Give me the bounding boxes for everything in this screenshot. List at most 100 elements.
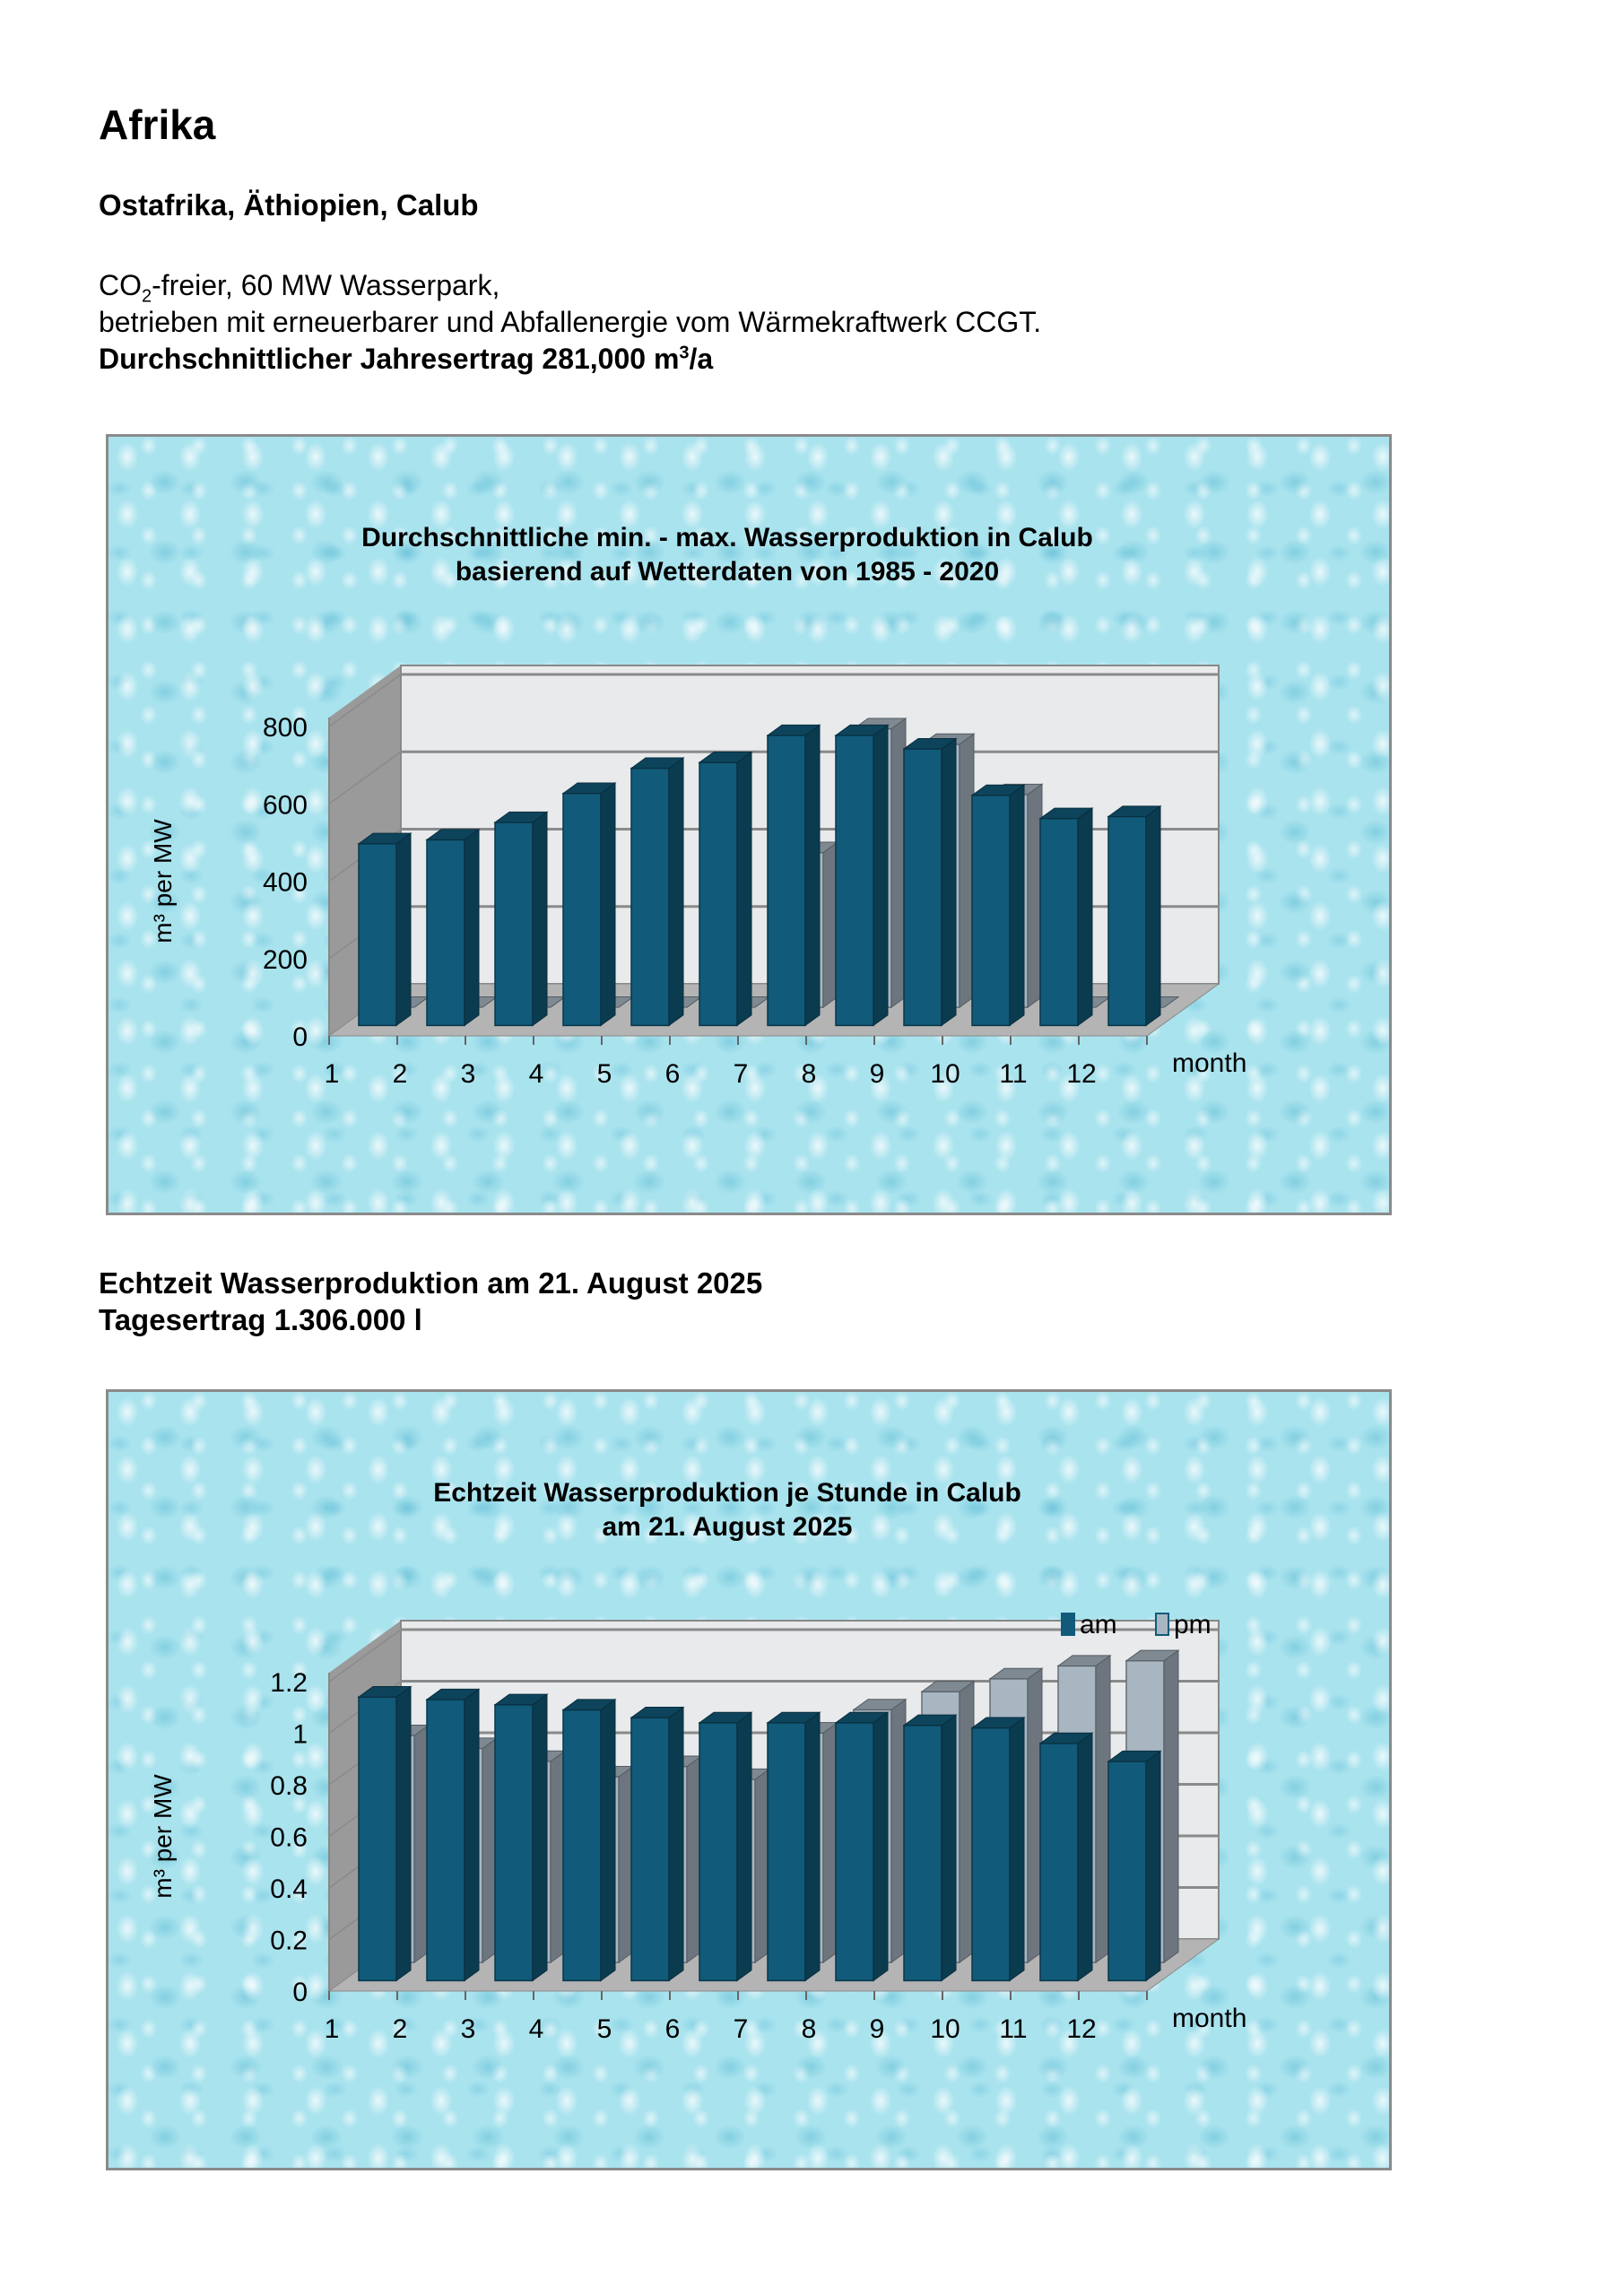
bar-top-face — [1056, 1655, 1112, 1666]
annual-yield-text: Durchschnittlicher Jahresertrag 281,000 … — [99, 343, 680, 375]
bar-front-face — [494, 1704, 534, 1982]
x-axis-label: month — [1172, 1048, 1246, 1078]
chart-title-line: Durchschnittliche min. - max. Wasserprod… — [361, 523, 1093, 552]
y-axis-label: m³ per MW — [149, 1774, 177, 1899]
bar-max-3 — [493, 811, 549, 1027]
bar-side-face — [464, 828, 480, 1027]
bar-front-face — [835, 735, 874, 1027]
bar-top-face — [493, 1693, 549, 1706]
x-tick-label: 11 — [999, 2014, 1027, 2044]
x-tick-label: 8 — [802, 1059, 817, 1089]
bar-top-face — [970, 784, 1026, 796]
x-tick-label: 7 — [734, 2014, 749, 2044]
x-tick-label: 6 — [665, 2014, 681, 2044]
bar-max-12 — [1107, 804, 1162, 1027]
bar-front-face — [699, 761, 738, 1027]
bar-am-11 — [1038, 1732, 1094, 1982]
bar-side-face — [668, 1706, 684, 1982]
y-tick-label: 200 — [263, 945, 308, 975]
bar-front-face — [835, 1722, 874, 1982]
bar-side-face — [1163, 1649, 1179, 1964]
annual-yield-unit: /a — [689, 343, 714, 375]
bar-am-12 — [1107, 1750, 1162, 1982]
bar-side-face — [600, 1698, 616, 1982]
y-axis-label: m³ per MW — [149, 819, 177, 944]
bar-side-face — [395, 1685, 412, 1982]
bar-am-6 — [698, 1711, 753, 1982]
bar-side-face — [532, 811, 548, 1027]
description-line-2: betrieben mit erneuerbarer und Abfallene… — [99, 306, 1042, 338]
bar-max-1 — [357, 832, 413, 1027]
y-tick-label: 0 — [292, 1022, 308, 1052]
bar-top-face — [561, 782, 617, 795]
x-tick-label: 4 — [529, 1059, 544, 1089]
bar-am-1 — [357, 1685, 413, 1982]
y-tick-label: 0.4 — [270, 1874, 308, 1904]
bar-max-6 — [698, 751, 753, 1027]
bar-max-11 — [1038, 807, 1094, 1027]
bar-top-face — [1125, 1649, 1180, 1662]
x-tick-label: 8 — [802, 2014, 817, 2044]
bar-top-face — [970, 1717, 1026, 1729]
bar-top-face — [852, 1699, 908, 1710]
bar-front-face — [767, 1722, 806, 1982]
x-tick-label: 5 — [597, 2014, 612, 2044]
bar-side-face — [804, 1711, 821, 1982]
bar-top-face — [630, 1707, 685, 1718]
bar-am-5 — [630, 1706, 685, 1982]
chart-title-line: am 21. August 2025 — [602, 1512, 852, 1542]
side-gridline — [328, 751, 402, 804]
x-tick-label: 12 — [1066, 2014, 1096, 2044]
bar-side-face — [1009, 1717, 1025, 1982]
daily-yield: Tagesertrag 1.306.000 l — [99, 1303, 422, 1336]
bar-side-face — [1145, 804, 1161, 1027]
bar-side-face — [532, 1693, 548, 1982]
chart-svg: Durchschnittliche min. - max. Wasserprod… — [149, 523, 1246, 1089]
chart-svg: Echtzeit Wasserproduktion je Stunde in C… — [149, 1478, 1246, 2044]
y-tick-label: 1.2 — [270, 1668, 308, 1698]
bar-front-face — [767, 735, 806, 1027]
y-tick-label: 1 — [292, 1720, 308, 1750]
y-tick-label: 0.6 — [270, 1823, 308, 1853]
y-tick-label: 0.2 — [270, 1926, 308, 1956]
bar-top-face — [698, 1711, 753, 1724]
page-title: Afrika — [99, 101, 216, 148]
bar-max-9 — [902, 737, 958, 1027]
bar-top-face — [834, 724, 890, 736]
y-tick-label: 400 — [263, 868, 308, 898]
x-tick-label: 7 — [734, 1059, 749, 1089]
bar-max-7 — [766, 724, 821, 1027]
bar-top-face — [902, 737, 958, 750]
bar-top-face — [1038, 807, 1094, 820]
bar-front-face — [1107, 1761, 1147, 1982]
bar-side-face — [804, 724, 821, 1027]
location-subtitle: Ostafrika, Äthiopien, Calub — [99, 188, 479, 222]
side-gridline — [328, 674, 402, 727]
bar-am-3 — [493, 1693, 549, 1982]
bar-top-face — [902, 1714, 958, 1726]
bar-max-4 — [561, 782, 617, 1027]
bar-front-face — [971, 795, 1011, 1027]
bar-side-face — [395, 832, 412, 1027]
bar-side-face — [941, 737, 957, 1027]
bar-front-face — [358, 842, 397, 1027]
realtime-production-chart: Echtzeit Wasserproduktion je Stunde in C… — [106, 1389, 1392, 2170]
bar-front-face — [1107, 815, 1147, 1027]
side-gridline — [328, 1629, 402, 1683]
bar-am-9 — [902, 1714, 958, 1982]
x-tick-label: 5 — [597, 1059, 612, 1089]
bar-front-face — [1039, 817, 1079, 1027]
x-tick-label: 2 — [393, 1059, 408, 1089]
bar-top-face — [1107, 805, 1162, 818]
bar-top-face — [834, 1711, 890, 1724]
annual-yield: Durchschnittlicher Jahresertrag 281,000 … — [99, 343, 713, 376]
y-tick-label: 0 — [292, 1978, 308, 2007]
bar-top-face — [493, 811, 549, 823]
bar-am-2 — [425, 1688, 481, 1982]
bar-max-10 — [970, 784, 1026, 1027]
x-tick-label: 6 — [665, 1059, 681, 1089]
bar-top-face — [698, 752, 753, 763]
bar-top-face — [561, 1699, 617, 1711]
x-tick-label: 1 — [325, 2014, 340, 2044]
bar-am-10 — [970, 1717, 1026, 1982]
